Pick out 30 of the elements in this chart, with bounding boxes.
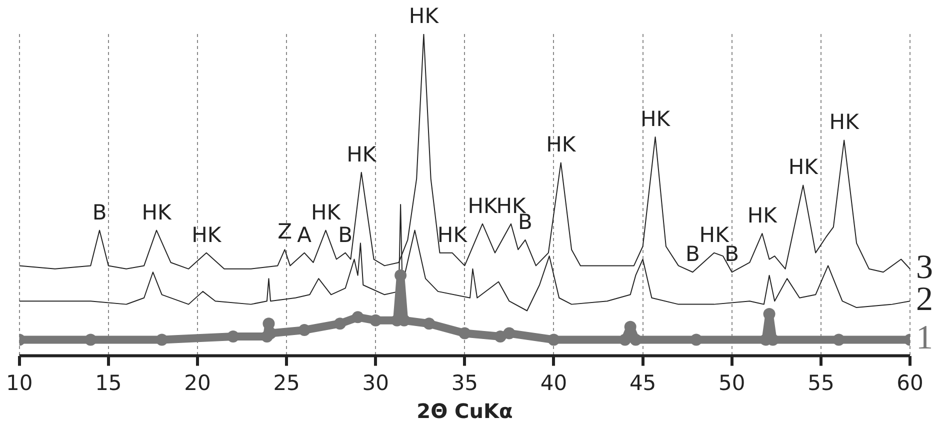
x-tick-label: 20 [184,370,211,395]
annotation: HK [192,222,222,247]
x-tick-label: 50 [718,370,746,395]
annotation: B [92,200,107,224]
annotation: HK [437,222,468,247]
annotation: B [338,222,353,247]
annotation: HK [142,200,173,224]
annotation: B [685,242,700,266]
x-tick-label: 55 [808,370,834,395]
annotation: HK [829,110,860,134]
x-tick-label: 10 [6,370,33,395]
x-tick-label: 40 [540,370,568,395]
annotation: HK [468,194,499,218]
annotation: Z [278,220,292,244]
x-tick-label: 35 [451,370,478,395]
x-tick-label: 15 [95,370,122,395]
x-tick-label: 25 [273,370,300,395]
x-tick-label: 45 [629,370,656,395]
annotation: HK [346,142,378,166]
annotation: HK [310,200,342,224]
annotation: HK [546,132,577,157]
annotation: HK [788,155,820,180]
x-tick-label: 30 [362,370,389,395]
annotation: HK [747,203,778,228]
annotation: HK [640,106,672,131]
x-tick-label: 60 [896,370,924,395]
annotation: A [297,222,312,247]
series-label: 1 [916,320,933,357]
annotation: HK [408,4,440,28]
x-axis-title: 2Θ CuKα [416,399,513,424]
